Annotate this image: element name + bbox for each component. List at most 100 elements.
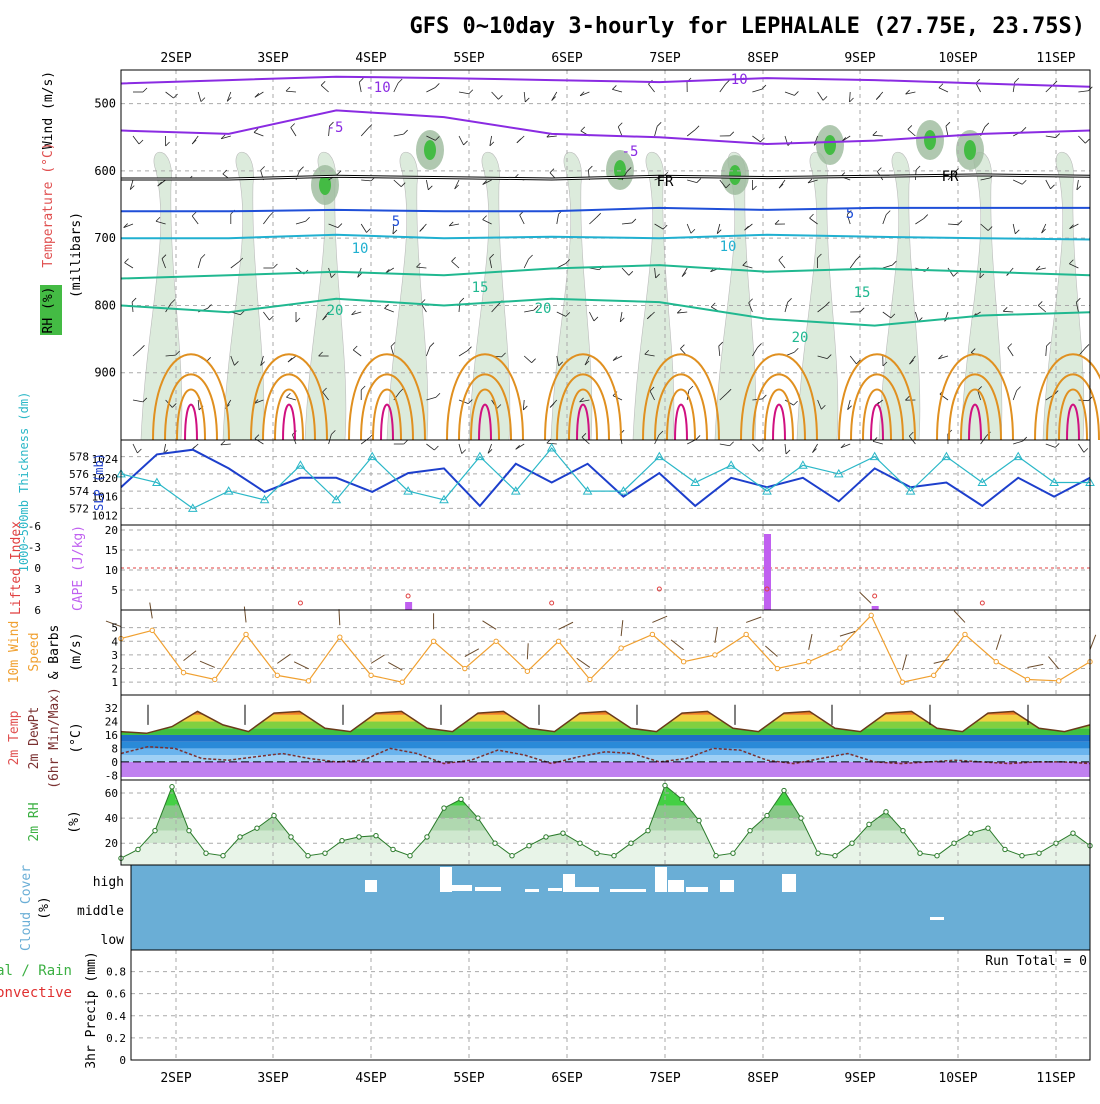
wind-barb-flag [581, 127, 585, 131]
wind-barb [1078, 136, 1085, 143]
isotherm-label: -5 [622, 144, 639, 160]
wind-barb [1078, 444, 1083, 452]
wind-barb-flag [794, 91, 798, 95]
rh-marker [238, 835, 242, 839]
cloud-gap [563, 874, 575, 892]
wind-barb-10m [746, 617, 761, 622]
wind-barb-flag [125, 259, 129, 263]
date-label-top: 5SEP [453, 51, 484, 66]
wind-speed-marker [994, 660, 998, 664]
wind-barb [133, 444, 137, 453]
label-3hr-precip: 3hr Precip (mm) [84, 951, 99, 1068]
precip-tick: 0.4 [106, 1010, 126, 1023]
isotherm-warm-arch [275, 390, 303, 440]
rh-marker [578, 841, 582, 845]
wind-barb-flag [306, 217, 310, 221]
wind-barb-flag [469, 90, 473, 94]
rh-marker [816, 851, 820, 855]
wind-barb-flag [296, 318, 300, 322]
wind-barb [622, 223, 632, 224]
rh-marker [748, 828, 752, 832]
wind-barb-flag [856, 256, 860, 260]
rh-marker [969, 831, 973, 835]
wind-barb [198, 400, 199, 410]
rh-shading-core [924, 130, 936, 150]
wind-barb-flag [794, 348, 798, 352]
rh-marker [918, 851, 922, 855]
rh-shading-core [424, 140, 436, 160]
wind-barb [687, 130, 695, 136]
wind-barb [296, 221, 306, 224]
wind-barb [655, 126, 658, 136]
wind-barb-flag [779, 256, 783, 260]
wind-barb [1046, 180, 1051, 189]
label-2m-rh: 2m RH [27, 802, 42, 841]
isotherm-line [121, 208, 1090, 211]
lifted-marker [980, 601, 984, 605]
wind-barb-flag [588, 166, 592, 170]
temp-band [121, 748, 1090, 755]
label-lifted-index: Lifted Index [9, 521, 24, 615]
wind-barb-flag [711, 303, 715, 307]
wind-speed-marker [244, 632, 248, 636]
isotherm-label: 20 [327, 303, 344, 319]
wind-barb [263, 312, 269, 320]
wind-barb [291, 128, 296, 136]
wind-barb [883, 265, 893, 268]
isotherm-warm-arch [283, 405, 295, 440]
panel-frame [131, 950, 1090, 1060]
wind-barb [524, 356, 531, 363]
isotherm-line [121, 110, 1090, 144]
wind-barb-10m [200, 661, 215, 667]
wind-barb-flag [286, 87, 290, 91]
wind-barb [1046, 444, 1055, 447]
wind-barb-flag [629, 271, 633, 275]
lifted-marker [406, 594, 410, 598]
isotherm-label: 10 [720, 239, 737, 255]
wind-barb-flag [498, 95, 502, 99]
temp-tick: 8 [111, 742, 118, 755]
rh-tick: 20 [105, 837, 118, 850]
wind-barb [720, 444, 730, 446]
wind-barb-flag [483, 216, 487, 220]
wind-barb-flag [201, 98, 205, 102]
rh-shading-core [964, 140, 976, 160]
rh-marker [1071, 831, 1075, 835]
wind-barb-flag [758, 343, 762, 347]
wind-barb [133, 349, 140, 356]
rh-marker [204, 851, 208, 855]
rh-marker [901, 828, 905, 832]
wind-barb-flag [762, 395, 766, 399]
wind-barb [361, 224, 366, 232]
wind-barb-flag [525, 98, 529, 102]
wind-barb [915, 219, 923, 224]
wind-barb-flag [730, 132, 734, 136]
wind-barb-flag [166, 142, 170, 146]
wind-speed-marker [806, 660, 810, 664]
wind-barb [1013, 391, 1016, 400]
wind-barb [1003, 311, 1013, 312]
wind-barb [948, 224, 958, 225]
isotherm-label: 20 [535, 301, 552, 317]
wind-speed-marker [619, 646, 623, 650]
wind-barb-flag [689, 386, 693, 390]
lifted-marker [298, 601, 302, 605]
wind-barb [1038, 305, 1046, 312]
wind-speed-marker [963, 632, 967, 636]
temp-band [121, 742, 1090, 749]
wind-barb-flag [273, 264, 277, 268]
wind-barb [948, 268, 953, 276]
wind-barb [873, 441, 883, 444]
wind-barb [426, 444, 434, 450]
cloud-level-label: high [93, 875, 124, 890]
rh-shading-plume [551, 152, 592, 440]
wind-speed-marker [369, 673, 373, 677]
wind-barb [321, 85, 328, 92]
temp-band [121, 735, 1090, 742]
wind-barb [719, 346, 720, 356]
wind-barb-flag [1084, 448, 1088, 452]
wind-speed-marker [713, 653, 717, 657]
cape-bar [764, 534, 771, 610]
isotherm-label: -10 [722, 72, 747, 88]
